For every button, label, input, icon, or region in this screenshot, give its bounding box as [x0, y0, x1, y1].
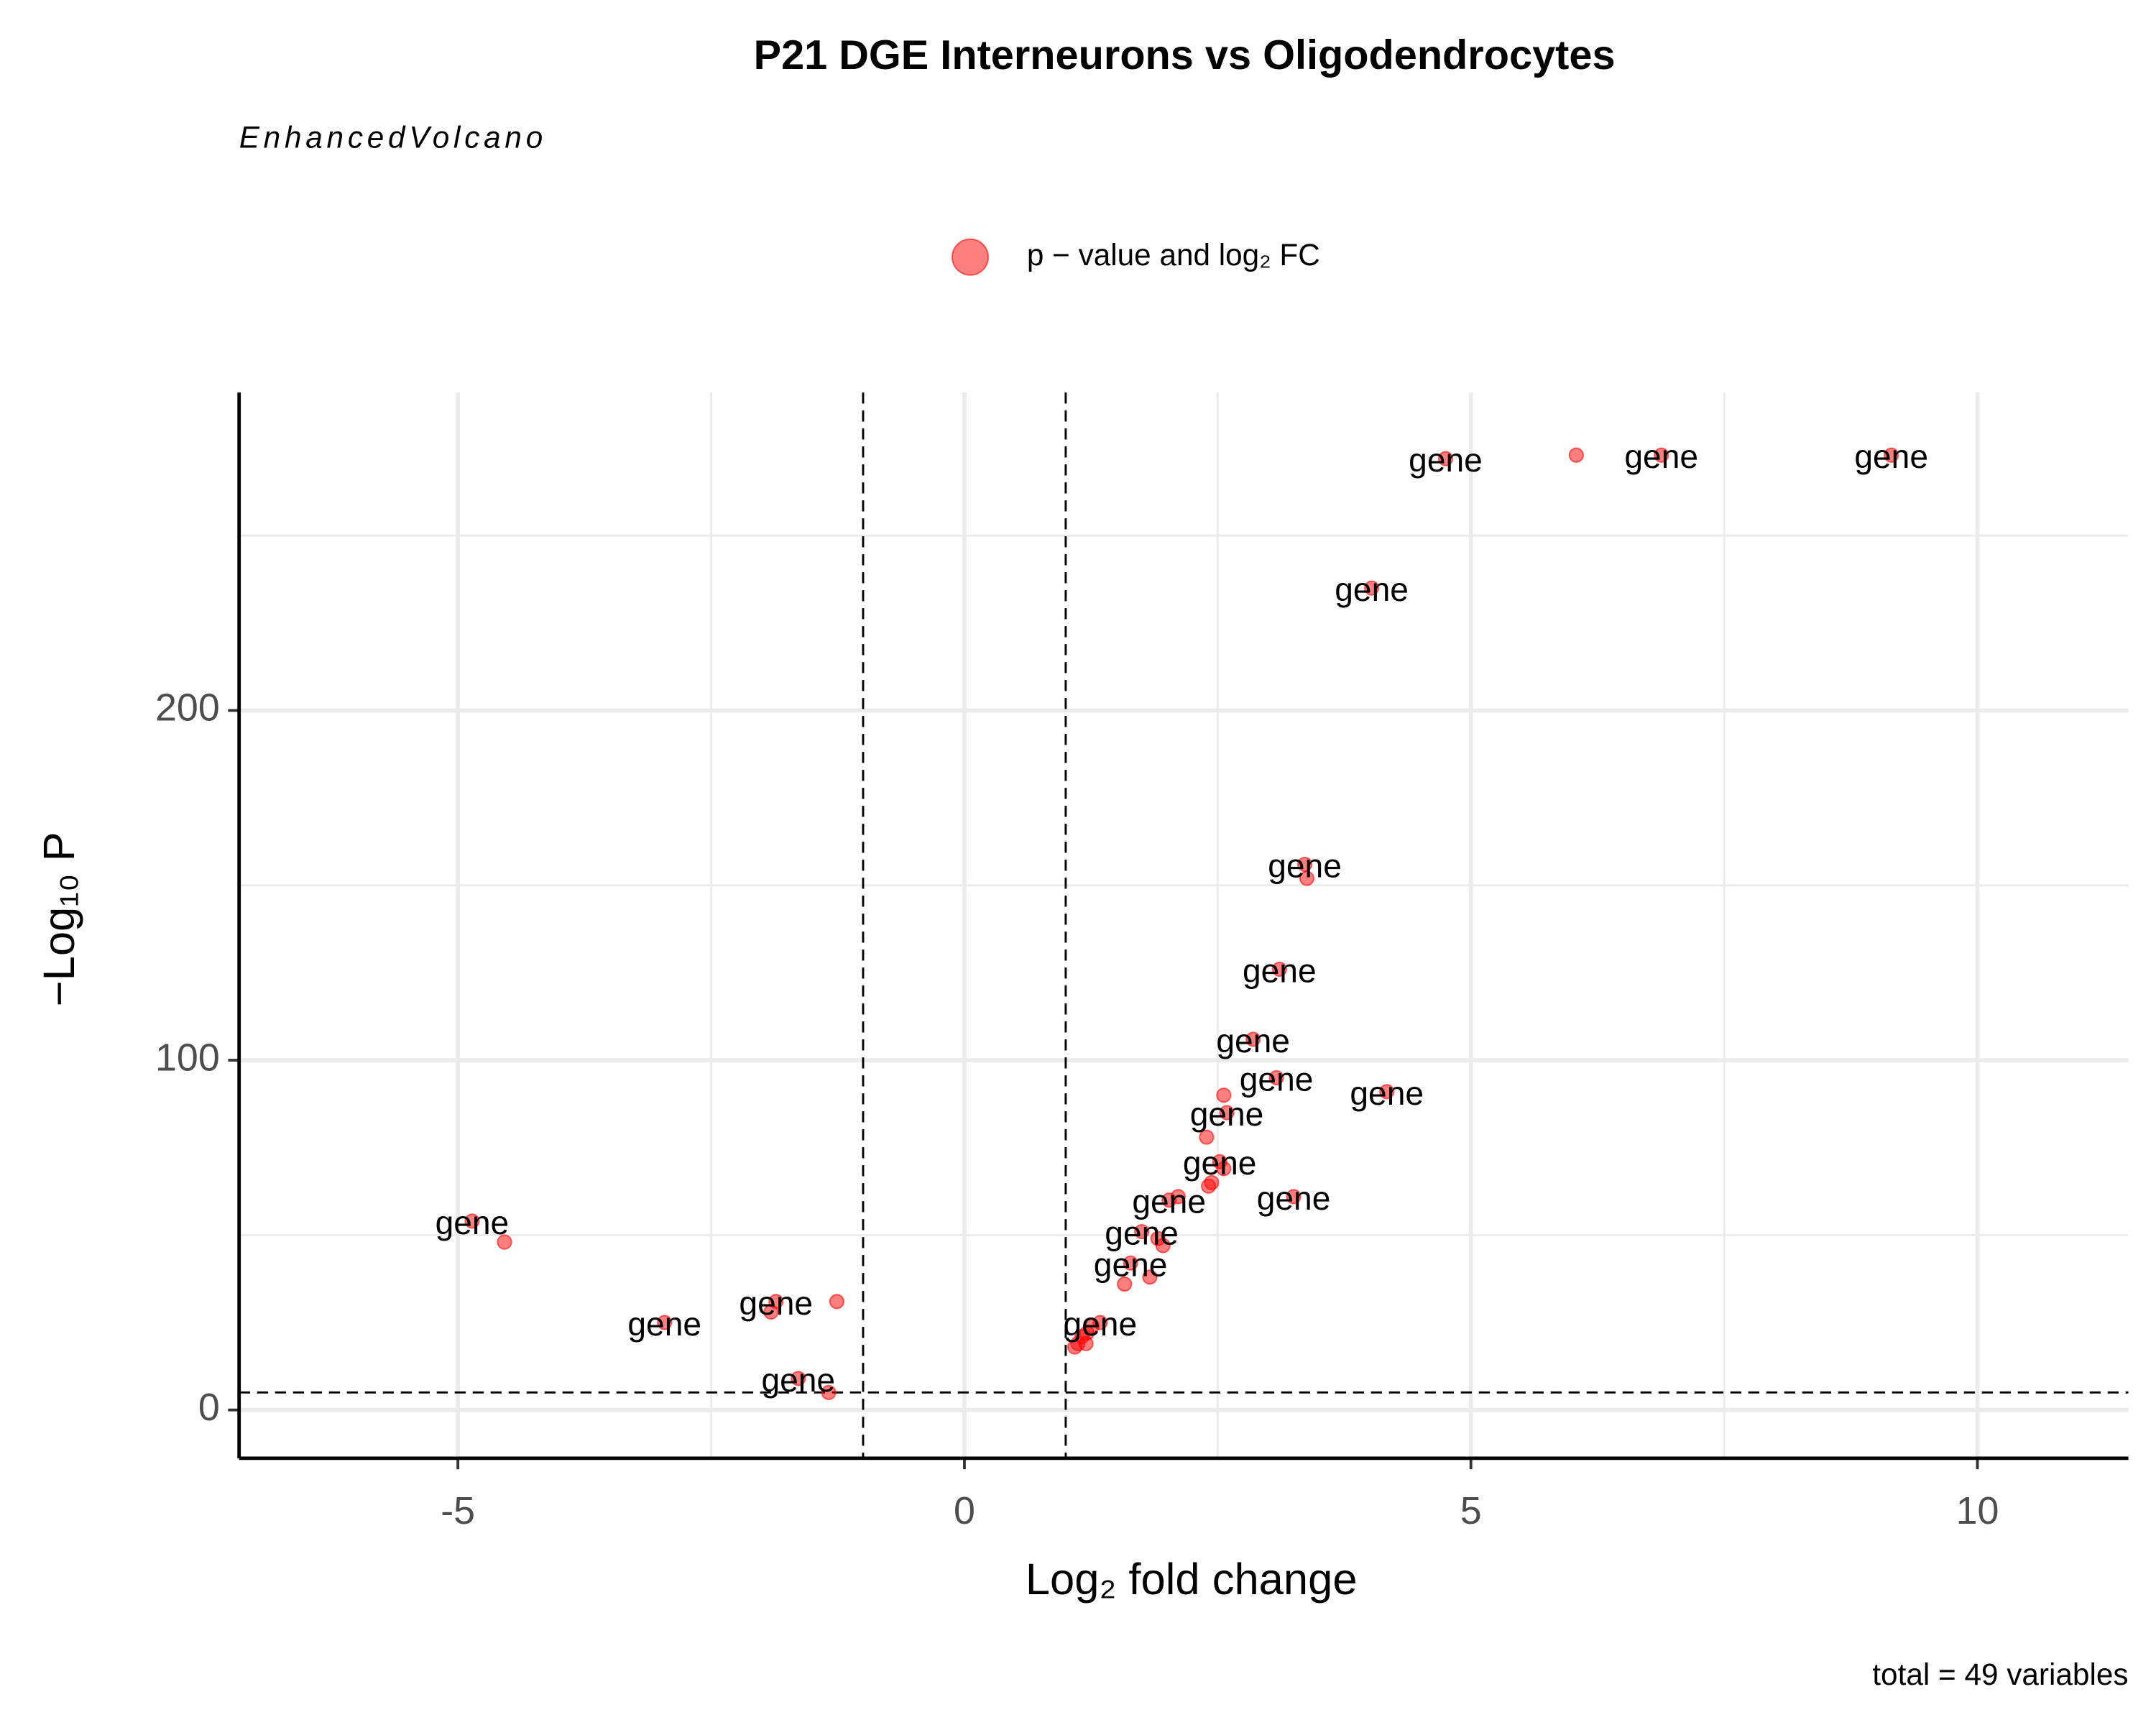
point	[1142, 1269, 1158, 1285]
legend-label: p − value and log₂ FC	[1027, 238, 1320, 272]
point	[1884, 447, 1899, 463]
point-label: gene	[1183, 1144, 1257, 1182]
point	[1219, 1105, 1235, 1121]
point-label: gene	[1335, 571, 1409, 608]
point-label: gene	[1409, 441, 1483, 479]
subtitle: EnhancedVolcano	[239, 120, 547, 154]
point-label: gene	[436, 1204, 510, 1241]
y-tick-label: 100	[155, 1036, 220, 1079]
point-label: gene	[627, 1305, 701, 1343]
point	[1123, 1255, 1138, 1271]
point-label: gene	[1105, 1214, 1179, 1251]
point-label: gene	[1240, 1060, 1314, 1098]
point	[1299, 870, 1314, 886]
x-tick-label: -5	[441, 1489, 475, 1532]
y-tick-label: 0	[198, 1386, 220, 1429]
x-axis-label: Log₂ fold change	[1026, 1555, 1358, 1604]
point-label: gene	[1190, 1095, 1264, 1133]
point	[1199, 1129, 1215, 1145]
point	[1654, 447, 1669, 463]
point	[1216, 1087, 1232, 1103]
point	[464, 1213, 480, 1229]
point	[497, 1234, 512, 1250]
point-label: gene	[1624, 438, 1698, 475]
point	[829, 1294, 844, 1310]
point	[763, 1304, 779, 1320]
point	[657, 1315, 673, 1330]
point-label: gene	[1063, 1305, 1137, 1343]
point	[1161, 1192, 1177, 1208]
point	[791, 1371, 806, 1386]
point-label: gene	[1350, 1075, 1424, 1112]
point	[1245, 1031, 1261, 1047]
y-tick-label: 200	[155, 686, 220, 730]
point	[1155, 1238, 1171, 1254]
point	[1286, 1189, 1302, 1205]
point	[1268, 1070, 1284, 1085]
x-tick-label: 0	[954, 1489, 975, 1532]
x-tick-label: 5	[1460, 1489, 1482, 1532]
point	[1379, 1084, 1395, 1100]
point-label: gene	[1243, 952, 1317, 990]
point-label: gene	[1854, 438, 1928, 475]
point	[1568, 447, 1584, 463]
point-label: gene	[1094, 1246, 1168, 1283]
point	[821, 1384, 837, 1400]
y-axis-label: −Log₁₀ P	[34, 832, 84, 1006]
caption: total = 49 variables	[1872, 1657, 2128, 1691]
point-label: gene	[1132, 1183, 1206, 1220]
point	[1201, 1178, 1217, 1194]
legend-marker	[952, 238, 989, 276]
point-label: gene	[1268, 847, 1342, 885]
point	[1134, 1223, 1150, 1240]
point	[1437, 451, 1454, 466]
point-label: gene	[761, 1361, 835, 1399]
point	[1271, 961, 1287, 978]
point-label: gene	[739, 1284, 813, 1322]
point-label: gene	[1216, 1022, 1290, 1059]
point	[1364, 580, 1380, 596]
point	[1078, 1335, 1094, 1351]
x-tick-label: 10	[1956, 1489, 1999, 1532]
point	[1117, 1276, 1133, 1292]
point-label: gene	[1257, 1179, 1331, 1217]
point	[1216, 1161, 1232, 1177]
chart-title: P21 DGE Interneurons vs Oligodendrocytes	[754, 32, 1616, 78]
